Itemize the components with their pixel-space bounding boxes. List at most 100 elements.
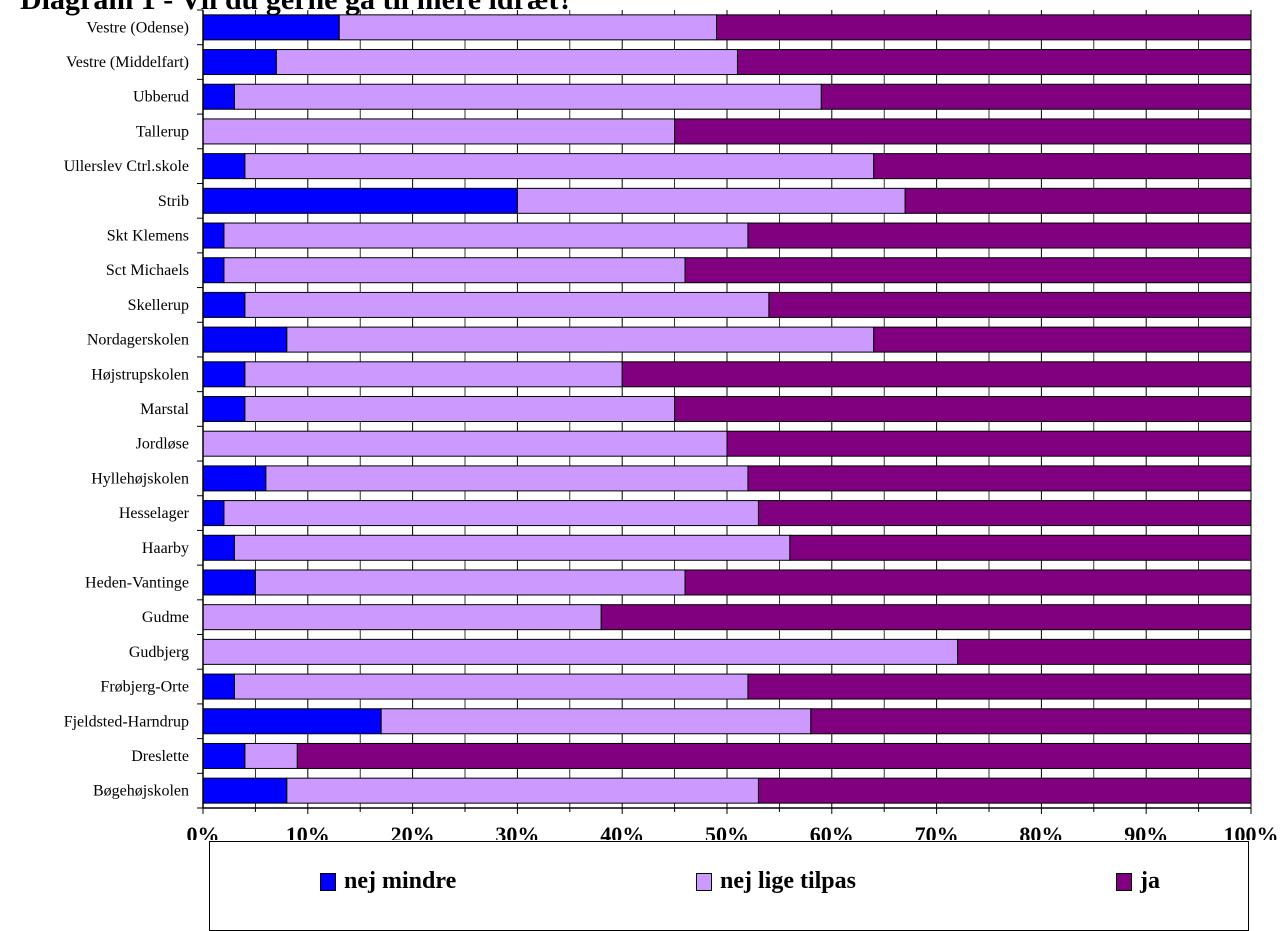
legend-swatch-nej-mindre xyxy=(320,872,336,891)
bar-segment-ja xyxy=(820,83,1252,110)
bar-segment-ja xyxy=(747,673,1252,700)
category-label: Dreslette xyxy=(131,748,189,765)
legend-label-ja: ja xyxy=(1140,868,1160,894)
bar-segment-nej-mindre xyxy=(202,465,267,492)
bar-segment-nej-mindre xyxy=(202,361,246,388)
bar-segment-nej-lige-tilpas xyxy=(244,153,875,180)
bar-segment-ja xyxy=(789,534,1252,561)
bar-segment-nej-lige-tilpas xyxy=(516,187,906,214)
category-label: Hyllehøjskolen xyxy=(91,470,189,487)
bar-segment-nej-mindre xyxy=(202,569,256,596)
bar-segment-nej-mindre xyxy=(202,777,288,804)
bar-segment-ja xyxy=(684,257,1252,284)
legend-label-nej-mindre: nej mindre xyxy=(344,868,457,894)
bar-segment-ja xyxy=(674,118,1252,145)
category-label: Skt Klemens xyxy=(107,228,189,245)
bar-segment-nej-lige-tilpas xyxy=(223,500,759,527)
bar-segment-nej-lige-tilpas xyxy=(233,534,791,561)
legend-label-nej-lige-tilpas: nej lige tilpas xyxy=(720,868,856,894)
bar-segment-nej-mindre xyxy=(202,673,235,700)
category-label: Bøgehøjskolen xyxy=(93,783,189,800)
category-label: Tallerup xyxy=(136,123,189,140)
bar-segment-nej-lige-tilpas xyxy=(275,49,738,76)
category-label: Ubberud xyxy=(133,89,189,106)
bar-segment-nej-mindre xyxy=(202,742,246,769)
category-label: Gudbjerg xyxy=(129,644,189,661)
x-tick-label: 100% xyxy=(1224,822,1279,840)
x-tick-labels: 0% 10% 20% 30% 40% 50% 60% 70% 80% 90% 100% xyxy=(187,822,1279,840)
bar-segment-ja xyxy=(674,396,1252,422)
category-label: Nordagerskolen xyxy=(87,332,189,349)
bar-segment-nej-mindre xyxy=(202,153,246,180)
bar-segment-nej-mindre xyxy=(202,708,382,735)
category-label: Sct Michaels xyxy=(106,262,189,279)
bar-segment-ja xyxy=(747,465,1252,492)
bar-segment-nej-lige-tilpas xyxy=(202,604,602,631)
bar-segment-ja xyxy=(716,14,1252,41)
x-tick-label: 40% xyxy=(600,822,644,840)
category-label: Frøbjerg-Orte xyxy=(100,679,189,696)
bar-segment-nej-lige-tilpas xyxy=(202,118,676,145)
bar-segment-nej-lige-tilpas xyxy=(254,569,686,596)
chart-title: Diagram 1 - Vil du gerne gå til mere idr… xyxy=(20,0,574,16)
category-label: Ullerslev Ctrl.skole xyxy=(64,158,189,175)
bar-segment-ja xyxy=(684,569,1252,596)
category-label: Skellerup xyxy=(128,297,189,314)
bar-segment-ja xyxy=(296,742,1252,769)
bar-segment-nej-mindre xyxy=(202,291,246,318)
x-tick-label: 60% xyxy=(810,822,854,840)
bar-segment-ja xyxy=(736,49,1252,76)
category-label: Vestre (Middelfart) xyxy=(66,54,189,71)
x-tick-label: 50% xyxy=(705,822,749,840)
bar-segment-nej-lige-tilpas xyxy=(286,777,759,804)
category-label: Marstal xyxy=(140,401,189,418)
bar-segment-nej-mindre xyxy=(202,257,225,284)
legend-item-nej-mindre: nej mindre xyxy=(320,868,456,895)
x-tick-label: 30% xyxy=(495,822,539,840)
category-label: Fjeldsted-Harndrup xyxy=(64,713,189,730)
bar-segment-ja xyxy=(757,500,1252,527)
bar-segment-ja xyxy=(757,777,1252,804)
category-labels: Vestre (Odense) Vestre (Middelfart) Ubberu… xyxy=(64,19,190,799)
bar-segment-ja xyxy=(621,361,1252,388)
bar-segment-nej-lige-tilpas xyxy=(338,14,718,41)
x-tick-label: 10% xyxy=(286,822,330,840)
legend: nej mindre nej lige tilpas ja xyxy=(209,841,1249,931)
bar-segment-ja xyxy=(904,187,1252,214)
bar-segment-ja xyxy=(747,222,1252,249)
bar-segment-ja xyxy=(726,430,1252,457)
legend-swatch-ja xyxy=(1116,872,1132,891)
bar-segment-nej-lige-tilpas xyxy=(244,742,298,769)
stacked-bar-chart: Diagram 1 - Vil du gerne gå til mere idr… xyxy=(20,0,1279,840)
bar-segment-nej-mindre xyxy=(202,500,225,527)
axes xyxy=(197,9,1252,814)
bar-segment-nej-lige-tilpas xyxy=(244,396,676,422)
bar-segment-ja xyxy=(873,153,1252,180)
bar-segment-nej-mindre xyxy=(202,83,235,110)
x-tick-label: 90% xyxy=(1124,822,1168,840)
bar-segment-ja xyxy=(957,638,1252,665)
category-label: Højstrupskolen xyxy=(91,366,189,383)
bar-segment-nej-lige-tilpas xyxy=(202,430,728,457)
x-tick-label: 70% xyxy=(915,822,959,840)
bar-segment-ja xyxy=(768,291,1252,318)
bar-segment-nej-mindre xyxy=(202,396,246,422)
category-label: Vestre (Odense) xyxy=(86,19,189,36)
legend-swatch-nej-lige-tilpas xyxy=(696,872,712,891)
bar-segment-nej-lige-tilpas xyxy=(244,361,623,388)
bars xyxy=(202,14,1252,804)
x-tick-label: 20% xyxy=(391,822,435,840)
category-label: Heden-Vantinge xyxy=(85,574,189,591)
bar-segment-nej-mindre xyxy=(202,49,277,76)
legend-item-nej-lige-tilpas: nej lige tilpas xyxy=(696,868,856,895)
bar-segment-nej-mindre xyxy=(202,187,518,214)
bar-segment-nej-lige-tilpas xyxy=(380,708,812,735)
bar-segment-nej-mindre xyxy=(202,14,340,41)
bar-segment-ja xyxy=(810,708,1252,735)
bar-segment-nej-lige-tilpas xyxy=(265,465,749,492)
x-tick-label: 0% xyxy=(187,822,220,840)
bar-segment-nej-lige-tilpas xyxy=(223,222,749,249)
category-label: Strib xyxy=(158,193,189,210)
bar-segment-nej-lige-tilpas xyxy=(233,673,749,700)
category-label: Haarby xyxy=(142,540,189,557)
